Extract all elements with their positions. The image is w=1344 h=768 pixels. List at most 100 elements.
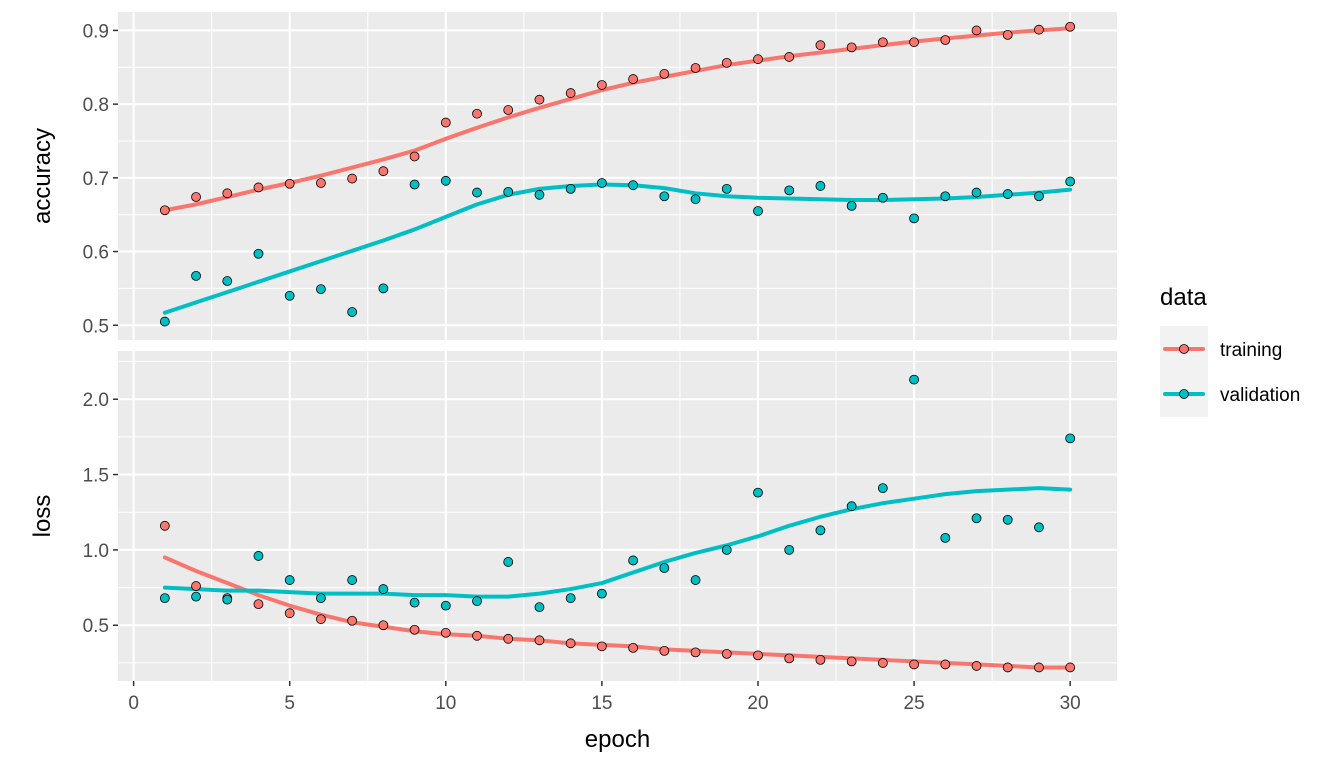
data-point-validation xyxy=(628,555,639,566)
data-point-validation xyxy=(565,183,576,194)
data-point-validation xyxy=(971,187,982,198)
data-point-training xyxy=(440,627,451,638)
data-point-validation xyxy=(753,487,763,498)
data-point-training xyxy=(659,69,670,79)
data-point-validation xyxy=(721,545,732,555)
data-point-validation xyxy=(846,501,857,512)
data-point-training xyxy=(191,581,201,591)
data-point-training xyxy=(440,117,451,128)
data-point-training xyxy=(971,25,982,36)
data-point-validation xyxy=(971,513,982,524)
data-point-training xyxy=(815,40,826,51)
data-point-validation xyxy=(1002,189,1013,199)
data-point-validation xyxy=(159,593,170,604)
data-point-training xyxy=(721,648,732,659)
data-point-validation xyxy=(596,178,607,188)
data-point-validation xyxy=(690,575,701,585)
data-point-training xyxy=(940,659,951,670)
data-point-validation xyxy=(503,186,514,197)
data-point-validation xyxy=(815,181,826,191)
data-point-validation xyxy=(784,545,795,555)
data-point-validation xyxy=(721,183,732,194)
data-point-validation xyxy=(284,290,295,301)
data-point-training xyxy=(1002,29,1013,40)
data-point-validation xyxy=(1034,522,1044,533)
data-point-training xyxy=(565,638,576,649)
data-point-validation xyxy=(534,602,545,613)
data-point-validation xyxy=(503,557,514,567)
data-point-validation xyxy=(253,248,264,259)
smooth-line-validation xyxy=(162,486,1073,599)
data-point-validation xyxy=(409,179,420,190)
data-point-validation xyxy=(1065,176,1076,187)
data-point-validation xyxy=(347,307,358,317)
data-point-training xyxy=(378,620,389,631)
data-point-training xyxy=(596,80,607,90)
data-point-validation xyxy=(316,593,326,604)
y-tick-label: 0.5 xyxy=(83,616,109,637)
data-point-validation xyxy=(940,191,951,202)
y-tick-label: 1.0 xyxy=(83,541,109,562)
data-point-training xyxy=(316,178,326,188)
panel-background xyxy=(118,351,1117,681)
data-point-training xyxy=(909,37,919,48)
x-tick-label: 10 xyxy=(435,693,456,714)
data-point-training xyxy=(877,37,888,48)
data-point-validation xyxy=(877,483,888,494)
data-point-training xyxy=(628,642,639,653)
data-point-training xyxy=(222,188,233,199)
data-point-validation xyxy=(565,593,576,604)
data-point-training xyxy=(191,192,201,202)
data-point-training xyxy=(1065,662,1076,673)
data-point-training xyxy=(1065,21,1076,32)
panel-background xyxy=(118,12,1117,340)
data-point-training xyxy=(534,635,545,646)
y-tick-label: 0.5 xyxy=(83,316,109,337)
smooth-line-training xyxy=(162,26,1073,213)
x-tick-label: 20 xyxy=(747,693,768,714)
data-point-training xyxy=(596,641,607,652)
data-point-validation xyxy=(191,270,201,281)
data-point-validation xyxy=(409,597,420,608)
y-tick-label: 0.9 xyxy=(83,21,109,42)
data-point-training xyxy=(472,630,482,641)
data-point-training xyxy=(565,88,576,98)
data-point-training xyxy=(159,205,170,216)
data-point-validation xyxy=(191,591,201,602)
data-point-training xyxy=(503,633,514,644)
data-point-validation xyxy=(690,194,701,205)
data-point-training xyxy=(846,656,857,667)
data-point-validation xyxy=(347,575,358,585)
x-tick-label: 5 xyxy=(284,693,295,714)
data-point-validation xyxy=(1002,514,1013,525)
data-point-training xyxy=(784,52,795,62)
data-point-training xyxy=(378,166,389,177)
data-point-validation xyxy=(472,187,482,198)
data-point-training xyxy=(253,599,264,610)
data-point-validation xyxy=(659,191,670,202)
data-point-training xyxy=(409,624,420,635)
data-point-training xyxy=(815,655,826,665)
data-point-training xyxy=(472,108,482,119)
data-point-training xyxy=(534,94,545,105)
legend-key-point-validation xyxy=(1179,389,1189,399)
data-point-training xyxy=(347,615,358,626)
x-axis-title: epoch xyxy=(585,726,650,753)
data-point-validation xyxy=(440,600,451,611)
data-point-training xyxy=(690,647,701,658)
data-point-validation xyxy=(253,551,264,561)
data-point-training xyxy=(347,173,358,184)
y-tick-label: 0.8 xyxy=(83,95,109,116)
x-tick-label: 25 xyxy=(904,693,925,714)
data-point-training xyxy=(409,151,420,162)
data-point-validation xyxy=(909,213,919,224)
data-point-validation xyxy=(378,584,389,594)
data-point-training xyxy=(1034,24,1044,35)
data-point-training xyxy=(284,178,295,189)
legend-label-training: training xyxy=(1220,340,1282,361)
data-point-training xyxy=(316,614,326,625)
data-point-training xyxy=(659,645,670,656)
data-point-validation xyxy=(877,192,888,203)
data-point-training xyxy=(159,520,170,531)
data-point-validation xyxy=(440,175,451,186)
